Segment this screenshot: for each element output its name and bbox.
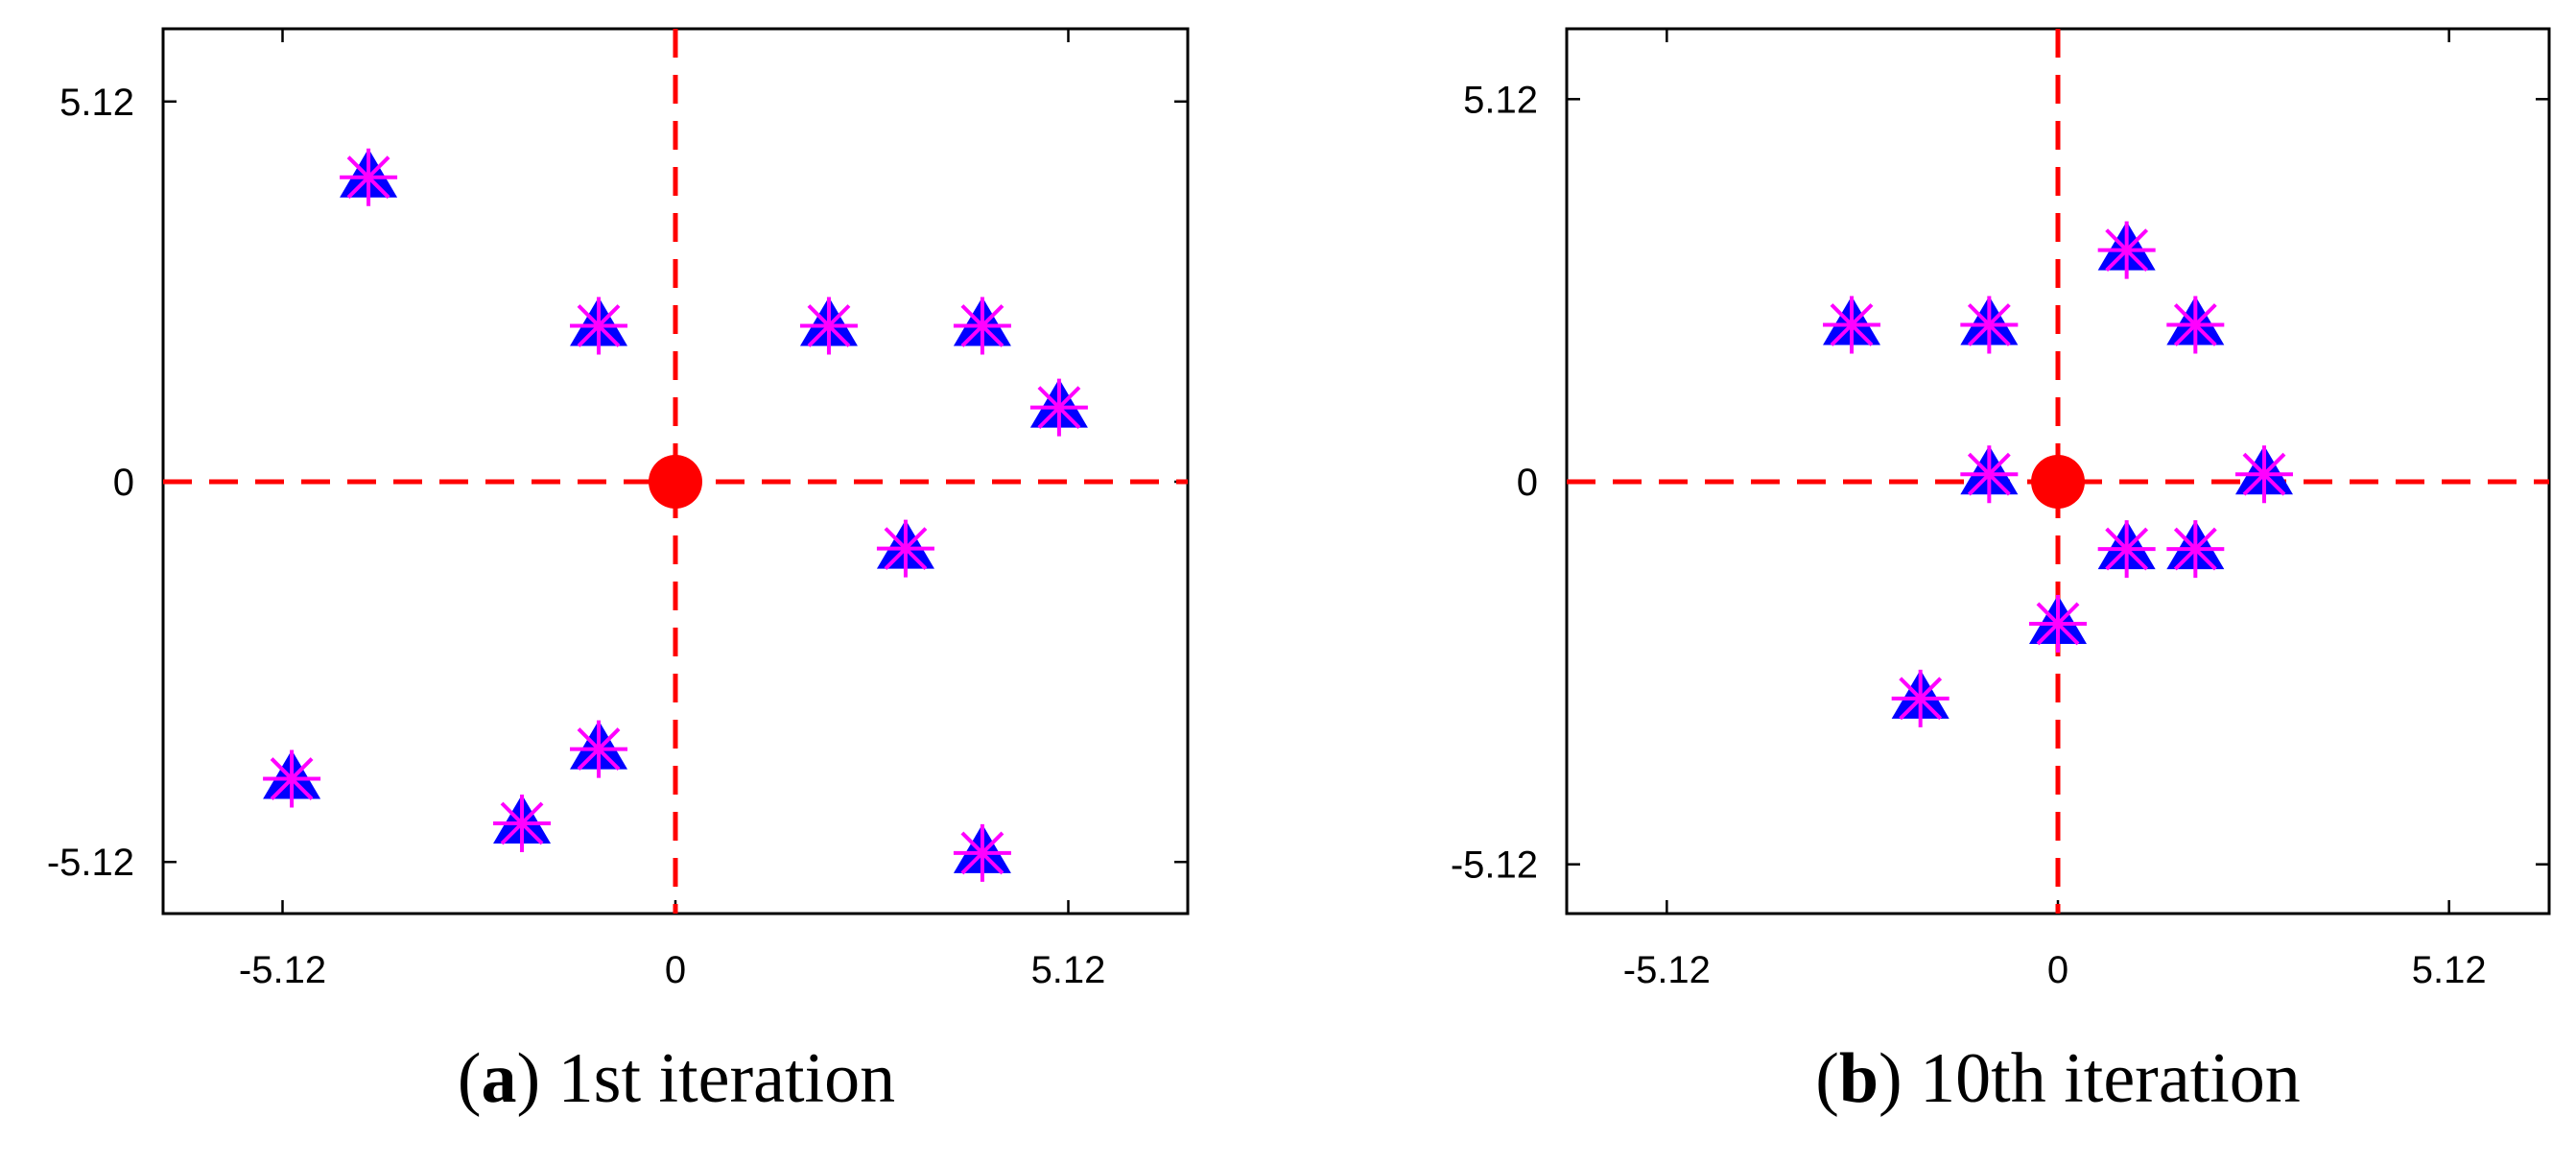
data-point: [953, 297, 1011, 355]
data-point: [263, 749, 321, 808]
panel-a: -5.12 0 5.12 5.12 0 -5.12 (a) 1st iteration: [47, 27, 1190, 1118]
caption-letter: b: [1839, 1039, 1879, 1118]
caption-paren-open: (: [458, 1039, 482, 1118]
y-tick-label: -5.12: [47, 842, 134, 884]
asterisk-stroke: [1037, 386, 1081, 430]
asterisk-stroke: [2173, 527, 2217, 571]
caption-text: ) 10th iteration: [1879, 1039, 2301, 1118]
asterisk-stroke: [1967, 303, 2011, 346]
data-point: [2166, 296, 2225, 354]
asterisk-stroke: [2242, 452, 2286, 496]
data-point: [2166, 520, 2225, 579]
x-tick-label: -5.12: [239, 949, 326, 991]
asterisk-stroke: [2105, 527, 2149, 571]
x-tick-label: 5.12: [2412, 949, 2487, 991]
asterisk-stroke: [1830, 303, 1874, 346]
panel-b: -5.12 0 5.12 5.12 0 -5.12 (b) 10th iteration: [1451, 27, 2551, 1118]
data-point: [2234, 445, 2293, 504]
data-point: [1029, 378, 1088, 437]
x-tick-label: -5.12: [1623, 949, 1711, 991]
caption-letter: a: [482, 1039, 517, 1118]
caption-text: ) 1st iteration: [517, 1039, 896, 1118]
asterisk-stroke: [960, 304, 1004, 347]
panel-caption: (b) 10th iteration: [1815, 1039, 2301, 1118]
data-point: [570, 297, 628, 355]
data-point: [2097, 520, 2156, 579]
x-tick-label: 0: [2047, 949, 2068, 991]
asterisk-stroke: [270, 757, 314, 800]
data-point: [799, 297, 858, 355]
asterisk-stroke: [2105, 228, 2149, 273]
data-point: [1960, 445, 2019, 504]
asterisk-stroke: [1967, 452, 2011, 496]
y-tick-label: -5.12: [1451, 844, 1538, 887]
panel-caption: (a) 1st iteration: [458, 1039, 895, 1118]
data-point: [1891, 669, 1950, 727]
asterisk-stroke: [1899, 677, 1943, 721]
asterisk-stroke: [577, 727, 621, 772]
asterisk-stroke: [807, 304, 851, 347]
asterisk-stroke: [2173, 303, 2217, 346]
asterisk-stroke: [500, 801, 544, 845]
asterisk-stroke: [346, 155, 390, 200]
data-point: [1960, 296, 2019, 354]
y-tick-label: 0: [1517, 462, 1538, 504]
data-point: [2097, 221, 2156, 279]
x-tick-label: 5.12: [1031, 949, 1106, 991]
data-point: [493, 794, 552, 852]
asterisk-stroke: [577, 304, 621, 347]
caption-paren-open: (: [1815, 1039, 1839, 1118]
y-tick-label: 5.12: [59, 82, 134, 124]
data-point: [876, 519, 934, 578]
data-point: [2029, 594, 2087, 653]
data-point: [340, 148, 398, 206]
x-tick-label: 0: [665, 949, 686, 991]
asterisk-stroke: [884, 527, 928, 571]
data-point: [953, 823, 1011, 882]
y-tick-label: 0: [113, 462, 134, 504]
data-point: [1823, 296, 1881, 354]
center-point: [649, 455, 702, 509]
asterisk-stroke: [2036, 602, 2080, 646]
center-point: [2031, 455, 2085, 509]
data-point: [570, 720, 628, 778]
asterisk-stroke: [960, 831, 1004, 875]
y-tick-label: 5.12: [1463, 79, 1538, 121]
